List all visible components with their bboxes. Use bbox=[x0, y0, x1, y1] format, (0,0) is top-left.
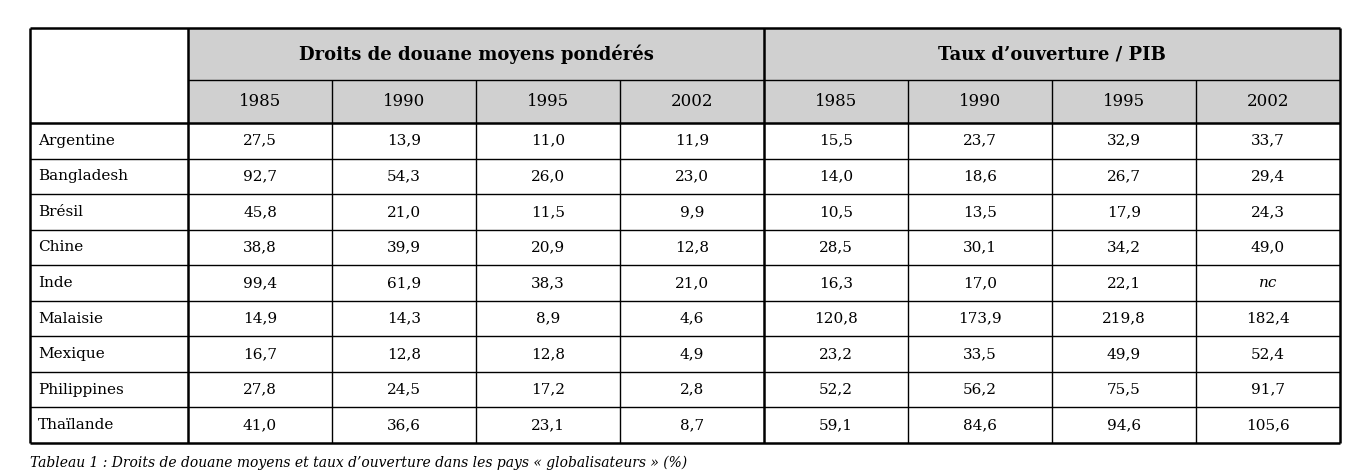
Text: 23,1: 23,1 bbox=[532, 418, 564, 432]
Text: 21,0: 21,0 bbox=[675, 276, 710, 290]
Text: 61,9: 61,9 bbox=[386, 276, 421, 290]
Text: 38,3: 38,3 bbox=[532, 276, 564, 290]
Text: 17,0: 17,0 bbox=[963, 276, 997, 290]
Text: 4,6: 4,6 bbox=[680, 311, 704, 326]
Text: Philippines: Philippines bbox=[38, 383, 123, 397]
Text: 54,3: 54,3 bbox=[388, 169, 421, 183]
Text: Argentine: Argentine bbox=[38, 134, 115, 148]
Text: 33,5: 33,5 bbox=[963, 347, 997, 361]
Text: 94,6: 94,6 bbox=[1107, 418, 1141, 432]
Text: 219,8: 219,8 bbox=[1101, 311, 1145, 326]
Text: 18,6: 18,6 bbox=[963, 169, 997, 183]
Text: Inde: Inde bbox=[38, 276, 73, 290]
Text: 99,4: 99,4 bbox=[242, 276, 277, 290]
Text: 4,9: 4,9 bbox=[680, 347, 704, 361]
Text: 26,0: 26,0 bbox=[532, 169, 564, 183]
Text: 10,5: 10,5 bbox=[819, 205, 854, 219]
Text: 17,9: 17,9 bbox=[1107, 205, 1141, 219]
Text: 92,7: 92,7 bbox=[242, 169, 277, 183]
Text: 1995: 1995 bbox=[1103, 93, 1145, 110]
Text: 2,8: 2,8 bbox=[680, 383, 704, 397]
Text: 13,5: 13,5 bbox=[963, 205, 997, 219]
Text: 12,8: 12,8 bbox=[675, 240, 710, 255]
Text: 1990: 1990 bbox=[382, 93, 425, 110]
Text: Thaïlande: Thaïlande bbox=[38, 418, 114, 432]
Text: 32,9: 32,9 bbox=[1107, 134, 1141, 148]
Text: 12,8: 12,8 bbox=[532, 347, 564, 361]
Text: 23,0: 23,0 bbox=[675, 169, 710, 183]
Text: Taux d’ouverture / PIB: Taux d’ouverture / PIB bbox=[938, 45, 1166, 63]
Text: 59,1: 59,1 bbox=[819, 418, 854, 432]
Text: 17,2: 17,2 bbox=[532, 383, 564, 397]
Text: 56,2: 56,2 bbox=[963, 383, 997, 397]
Text: 15,5: 15,5 bbox=[819, 134, 854, 148]
Bar bbox=[188, 80, 764, 123]
Text: 28,5: 28,5 bbox=[819, 240, 854, 255]
Text: 27,5: 27,5 bbox=[242, 134, 277, 148]
Text: 24,5: 24,5 bbox=[386, 383, 421, 397]
Text: 49,0: 49,0 bbox=[1251, 240, 1285, 255]
Text: 22,1: 22,1 bbox=[1107, 276, 1141, 290]
Text: 12,8: 12,8 bbox=[386, 347, 421, 361]
Text: 2002: 2002 bbox=[671, 93, 714, 110]
Text: 49,9: 49,9 bbox=[1107, 347, 1141, 361]
Text: 29,4: 29,4 bbox=[1251, 169, 1285, 183]
Text: 30,1: 30,1 bbox=[963, 240, 997, 255]
Text: 16,3: 16,3 bbox=[819, 276, 854, 290]
Text: Malaisie: Malaisie bbox=[38, 311, 103, 326]
Text: 1990: 1990 bbox=[959, 93, 1001, 110]
Text: Droits de douane moyens pondérés: Droits de douane moyens pondérés bbox=[299, 44, 653, 64]
Text: 26,7: 26,7 bbox=[1107, 169, 1141, 183]
Text: 75,5: 75,5 bbox=[1107, 383, 1141, 397]
Bar bbox=[764, 80, 1340, 123]
Text: Mexique: Mexique bbox=[38, 347, 104, 361]
Text: Brésil: Brésil bbox=[38, 205, 84, 219]
Text: 11,9: 11,9 bbox=[675, 134, 710, 148]
Text: 11,5: 11,5 bbox=[532, 205, 564, 219]
Text: 91,7: 91,7 bbox=[1251, 383, 1285, 397]
Text: 45,8: 45,8 bbox=[242, 205, 277, 219]
Text: 14,9: 14,9 bbox=[242, 311, 277, 326]
Text: 1985: 1985 bbox=[815, 93, 858, 110]
Text: 14,0: 14,0 bbox=[819, 169, 854, 183]
Text: 1995: 1995 bbox=[527, 93, 569, 110]
Text: 24,3: 24,3 bbox=[1251, 205, 1285, 219]
Text: 27,8: 27,8 bbox=[242, 383, 277, 397]
Text: 84,6: 84,6 bbox=[963, 418, 997, 432]
Text: 105,6: 105,6 bbox=[1247, 418, 1291, 432]
Text: Bangladesh: Bangladesh bbox=[38, 169, 127, 183]
Text: 182,4: 182,4 bbox=[1247, 311, 1291, 326]
Text: 39,9: 39,9 bbox=[386, 240, 421, 255]
Text: 21,0: 21,0 bbox=[386, 205, 421, 219]
Text: Chine: Chine bbox=[38, 240, 84, 255]
Text: 52,4: 52,4 bbox=[1251, 347, 1285, 361]
Text: 33,7: 33,7 bbox=[1251, 134, 1285, 148]
Text: 173,9: 173,9 bbox=[958, 311, 1001, 326]
Text: 20,9: 20,9 bbox=[532, 240, 564, 255]
Text: 34,2: 34,2 bbox=[1107, 240, 1141, 255]
Text: 23,2: 23,2 bbox=[819, 347, 854, 361]
Text: 8,7: 8,7 bbox=[680, 418, 704, 432]
Text: 14,3: 14,3 bbox=[386, 311, 421, 326]
Text: 13,9: 13,9 bbox=[386, 134, 421, 148]
Text: 2002: 2002 bbox=[1247, 93, 1289, 110]
Text: 41,0: 41,0 bbox=[242, 418, 277, 432]
Text: 9,9: 9,9 bbox=[680, 205, 704, 219]
Text: 8,9: 8,9 bbox=[536, 311, 560, 326]
Text: 11,0: 11,0 bbox=[532, 134, 564, 148]
Text: Tableau 1 : Droits de douane moyens et taux d’ouverture dans les pays « globalis: Tableau 1 : Droits de douane moyens et t… bbox=[30, 456, 688, 470]
Text: 52,2: 52,2 bbox=[819, 383, 854, 397]
Text: 16,7: 16,7 bbox=[242, 347, 277, 361]
Text: 36,6: 36,6 bbox=[386, 418, 421, 432]
Text: 1985: 1985 bbox=[238, 93, 281, 110]
Text: 23,7: 23,7 bbox=[963, 134, 997, 148]
Text: 38,8: 38,8 bbox=[242, 240, 277, 255]
Bar bbox=[764, 28, 1340, 80]
Bar bbox=[188, 28, 764, 80]
Text: nc: nc bbox=[1259, 276, 1277, 290]
Text: 120,8: 120,8 bbox=[814, 311, 858, 326]
